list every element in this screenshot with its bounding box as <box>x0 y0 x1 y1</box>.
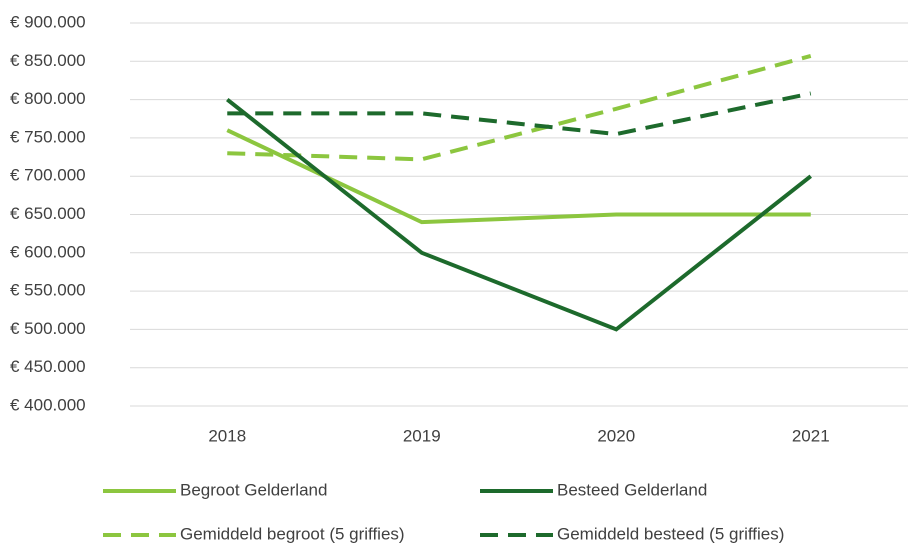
y-tick-label: € 550.000 <box>10 281 86 300</box>
y-tick-label: € 400.000 <box>10 395 86 414</box>
y-tick-label: € 600.000 <box>10 242 86 261</box>
y-tick-label: € 700.000 <box>10 166 86 185</box>
y-tick-label: € 850.000 <box>10 51 86 70</box>
x-tick-label: 2020 <box>597 426 635 445</box>
x-tick-label: 2021 <box>792 426 830 445</box>
series-line <box>226 98 812 332</box>
x-tick-label: 2019 <box>403 426 441 445</box>
x-tick-label: 2018 <box>208 426 246 445</box>
legend-label: Besteed Gelderland <box>557 480 707 499</box>
y-tick-label: € 450.000 <box>10 357 86 376</box>
y-tick-label: € 800.000 <box>10 89 86 108</box>
y-tick-label: € 900.000 <box>10 12 86 31</box>
legend-label: Gemiddeld begroot (5 griffies) <box>180 524 405 543</box>
y-tick-label: € 500.000 <box>10 319 86 338</box>
y-tick-label: € 650.000 <box>10 204 86 223</box>
y-tick-label: € 750.000 <box>10 127 86 146</box>
legend-label: Gemiddeld besteed (5 griffies) <box>557 524 784 543</box>
series-line <box>227 91 812 137</box>
legend-label: Begroot Gelderland <box>180 480 327 499</box>
series-line <box>227 54 812 162</box>
